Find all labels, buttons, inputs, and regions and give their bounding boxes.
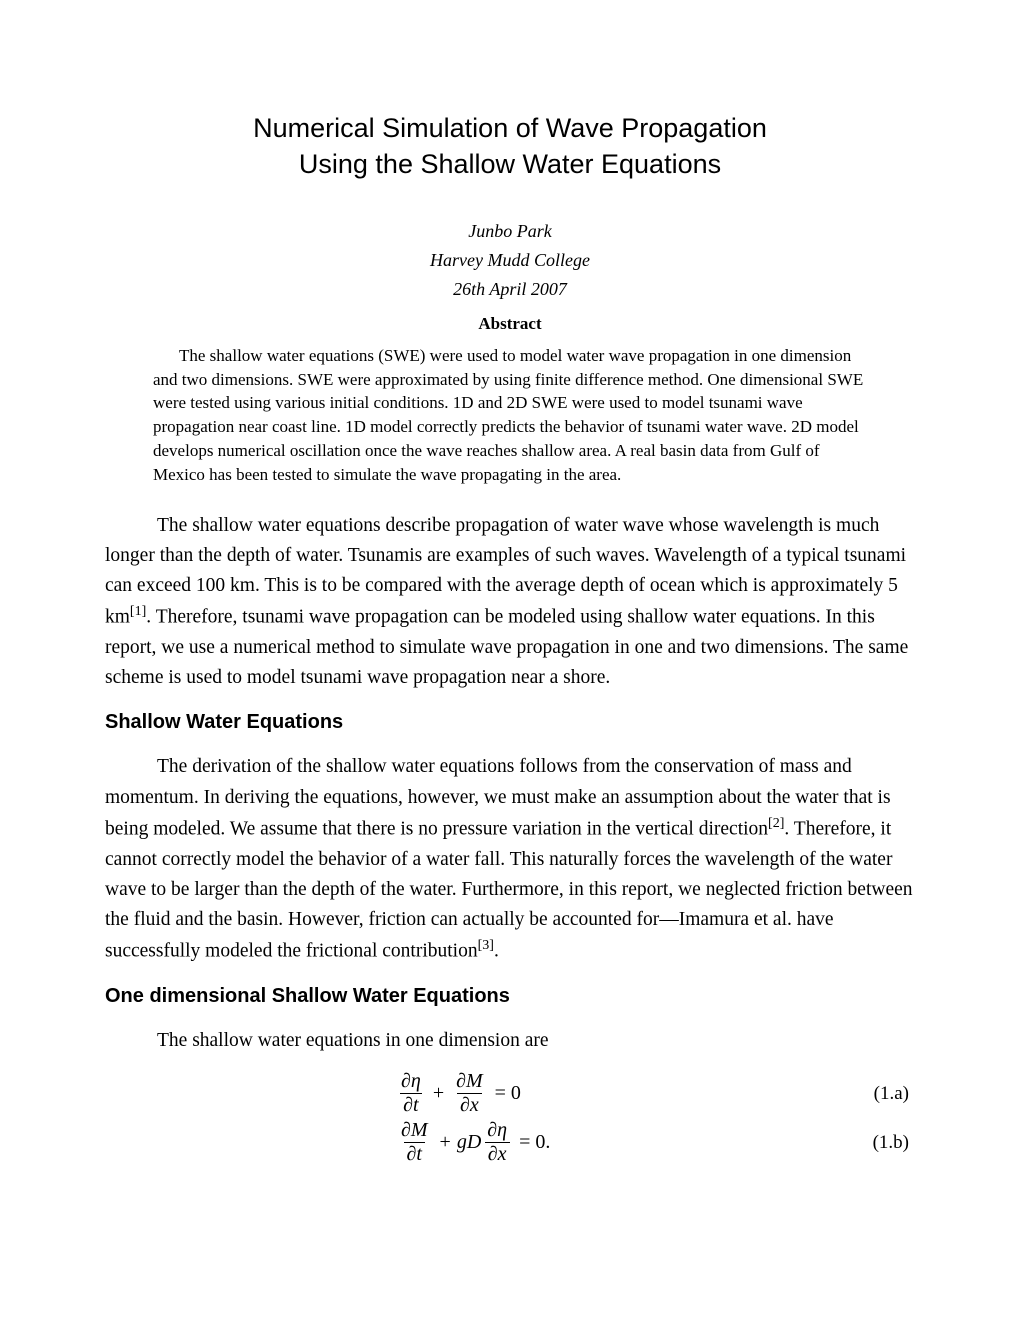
date: 26th April 2007	[105, 279, 915, 300]
eq-label-1b: (1.b)	[873, 1132, 915, 1154]
eq1a-f2-den: ∂x	[457, 1093, 482, 1117]
eq1b-gD-text: gD	[457, 1131, 481, 1153]
equation-1a: ∂η ∂t + ∂M ∂x = 0 (1.a)	[105, 1070, 915, 1117]
citation-3: [3]	[478, 937, 494, 953]
eq1b-rhs: = 0.	[519, 1131, 550, 1154]
title-line-1: Numerical Simulation of Wave Propagation	[253, 113, 767, 143]
eq1b-f1-num: ∂M	[398, 1119, 431, 1142]
section1-text-mid: . Therefore, it cannot correctly model t…	[105, 818, 913, 961]
eq-label-1a: (1.a)	[874, 1083, 915, 1105]
paper-title: Numerical Simulation of Wave Propagation…	[105, 110, 915, 183]
eq1b-gD: gD	[457, 1131, 481, 1154]
eq1a-frac1: ∂η ∂t	[398, 1070, 424, 1117]
equation-1b: ∂M ∂t + gD ∂η ∂x = 0. (1.b)	[105, 1119, 915, 1166]
eq1a-frac2: ∂M ∂x	[453, 1070, 486, 1117]
section1-paragraph: The derivation of the shallow water equa…	[105, 752, 915, 967]
citation-2: [2]	[768, 815, 784, 831]
eq-1b-content: ∂M ∂t + gD ∂η ∂x = 0.	[395, 1119, 556, 1166]
equation-block: ∂η ∂t + ∂M ∂x = 0 (1.a) ∂M ∂t + gD	[105, 1070, 915, 1166]
eq1a-f1-den: ∂t	[400, 1093, 421, 1117]
section-heading-1d: One dimensional Shallow Water Equations	[105, 985, 915, 1008]
eq1a-f2-num: ∂M	[453, 1070, 486, 1093]
section2-intro: The shallow water equations in one dimen…	[105, 1026, 915, 1056]
page: Numerical Simulation of Wave Propagation…	[0, 0, 1020, 1320]
section-heading-swe: Shallow Water Equations	[105, 711, 915, 734]
section1-text-end: .	[494, 941, 499, 962]
author: Junbo Park	[105, 221, 915, 242]
abstract-body: The shallow water equations (SWE) were u…	[153, 344, 867, 487]
eq1b-f2-den: ∂x	[485, 1142, 510, 1166]
eq1a-rhs: = 0	[495, 1082, 521, 1105]
intro-paragraph: The shallow water equations describe pro…	[105, 511, 915, 694]
eq1a-plus: +	[433, 1082, 444, 1105]
citation-1: [1]	[130, 603, 146, 619]
intro-text-post: . Therefore, tsunami wave propagation ca…	[105, 607, 908, 688]
eq1b-frac1: ∂M ∂t	[398, 1119, 431, 1166]
eq1b-plus: +	[440, 1131, 451, 1154]
eq-1a-content: ∂η ∂t + ∂M ∂x = 0	[395, 1070, 527, 1117]
abstract-heading: Abstract	[105, 314, 915, 334]
eq1b-f2-num: ∂η	[484, 1119, 510, 1142]
title-line-2: Using the Shallow Water Equations	[299, 149, 721, 179]
eq1a-f1-num: ∂η	[398, 1070, 424, 1093]
affiliation: Harvey Mudd College	[105, 250, 915, 271]
eq1b-frac2: ∂η ∂x	[484, 1119, 510, 1166]
eq1b-f1-den: ∂t	[404, 1142, 425, 1166]
